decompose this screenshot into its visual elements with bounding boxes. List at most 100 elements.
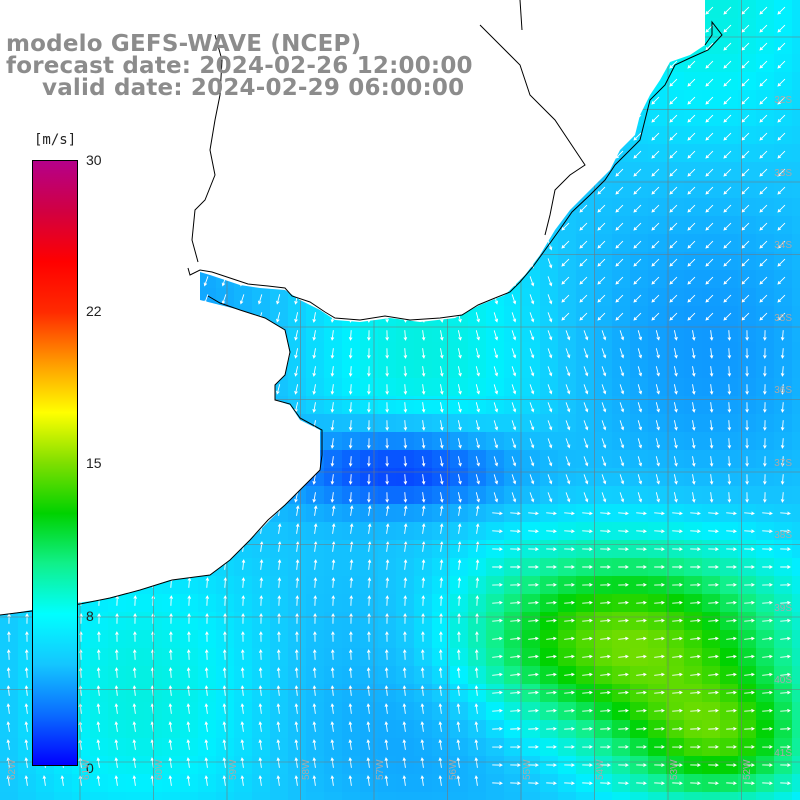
wind-arrow: [457, 366, 462, 377]
wind-arrow: [727, 438, 732, 449]
wind-arrow: [691, 456, 696, 467]
wind-arrow: [222, 703, 227, 714]
wind-arrow: [510, 708, 521, 713]
wind-arrow: [510, 690, 521, 695]
wind-arrow: [673, 348, 678, 359]
wind-arrow: [384, 757, 389, 768]
wind-arrow: [420, 703, 425, 714]
wind-arrow: [331, 559, 336, 570]
wind-arrow: [511, 420, 517, 431]
wind-arrow: [615, 204, 624, 213]
wind-arrow: [528, 726, 539, 731]
wind-arrow: [439, 523, 444, 534]
wind-arrow: [655, 420, 660, 431]
wind-arrow: [601, 330, 607, 341]
wind-arrow: [510, 726, 521, 731]
longitude-label: 59W: [227, 759, 239, 780]
wind-arrow: [313, 631, 317, 642]
wind-arrow: [421, 402, 426, 413]
wind-arrow: [330, 402, 335, 413]
wind-arrow: [709, 384, 714, 395]
wind-arrow: [313, 613, 317, 624]
wind-arrow: [744, 763, 755, 767]
wind-arrow: [691, 366, 696, 377]
wind-arrow: [618, 763, 629, 767]
wind-arrow: [114, 703, 119, 714]
wind-arrow: [582, 529, 593, 534]
wind-arrow: [601, 384, 607, 395]
wind-arrow: [636, 600, 647, 605]
wind-arrow: [169, 613, 173, 624]
wind-arrow: [565, 330, 571, 341]
wind-arrow: [601, 420, 607, 431]
wind-arrow: [780, 708, 791, 713]
wind-arrow: [349, 523, 354, 534]
wind-arrow: [777, 24, 786, 33]
wind-arrow: [312, 757, 317, 768]
wind-arrow: [294, 366, 299, 377]
wind-arrow: [367, 577, 372, 588]
wind-arrow: [510, 763, 521, 767]
wind-arrow: [777, 168, 786, 177]
wind-arrow: [168, 757, 173, 768]
wind-arrow: [582, 511, 593, 516]
wind-arrow: [440, 330, 444, 341]
wind-arrow: [295, 577, 300, 588]
wind-arrow: [615, 240, 624, 249]
wind-arrow: [672, 781, 683, 786]
wind-arrow: [561, 276, 570, 285]
wind-arrow: [600, 690, 611, 695]
wind-arrow: [511, 402, 517, 413]
wind-arrow: [546, 636, 557, 641]
longitude-label: 58W: [301, 759, 312, 780]
wind-arrow: [385, 402, 389, 413]
wind-arrow: [762, 547, 773, 551]
wind-arrow: [637, 492, 643, 503]
wind-arrow: [780, 438, 785, 449]
wind-arrow: [528, 565, 539, 569]
wind-arrow: [705, 258, 714, 267]
wind-arrow: [726, 529, 737, 534]
wind-arrow: [258, 739, 263, 750]
wind-arrow: [780, 402, 785, 413]
wind-arrow: [420, 649, 425, 660]
wind-arrow: [366, 667, 371, 678]
wind-arrow: [780, 547, 791, 551]
wind-arrow: [169, 595, 174, 606]
wind-arrow: [673, 456, 678, 467]
wind-arrow: [744, 690, 755, 695]
wind-arrow: [672, 654, 683, 659]
wind-arrow: [457, 631, 461, 642]
wind-arrow: [618, 726, 629, 731]
wind-arrow: [547, 492, 553, 503]
wind-arrow: [669, 96, 678, 105]
wind-arrow: [385, 492, 389, 503]
wind-arrow: [259, 595, 264, 606]
wind-arrow: [745, 402, 749, 413]
wind-arrow: [205, 595, 210, 606]
wind-arrow: [726, 726, 737, 731]
wind-speed-cell: [792, 72, 800, 90]
wind-arrow: [633, 276, 642, 285]
wind-arrow: [403, 505, 408, 516]
wind-arrow: [295, 613, 299, 624]
wind-arrow: [597, 258, 606, 267]
wind-arrow: [687, 96, 696, 105]
wind-arrow: [565, 492, 571, 503]
wind-arrow: [745, 438, 749, 449]
wind-arrow: [673, 492, 678, 503]
wind-arrow: [492, 583, 503, 587]
wind-arrow: [741, 240, 750, 249]
wind-arrow: [511, 366, 517, 377]
wind-arrow: [690, 708, 701, 713]
wind-arrow: [759, 24, 768, 33]
wind-arrow: [673, 330, 678, 341]
wind-arrow: [492, 763, 503, 767]
wind-arrow: [384, 721, 389, 732]
wind-arrow: [618, 672, 629, 677]
wind-arrow: [168, 739, 173, 750]
wind-arrow: [762, 781, 773, 786]
wind-arrow: [741, 312, 750, 321]
wind-arrow: [780, 600, 791, 605]
wind-arrow: [669, 222, 678, 231]
